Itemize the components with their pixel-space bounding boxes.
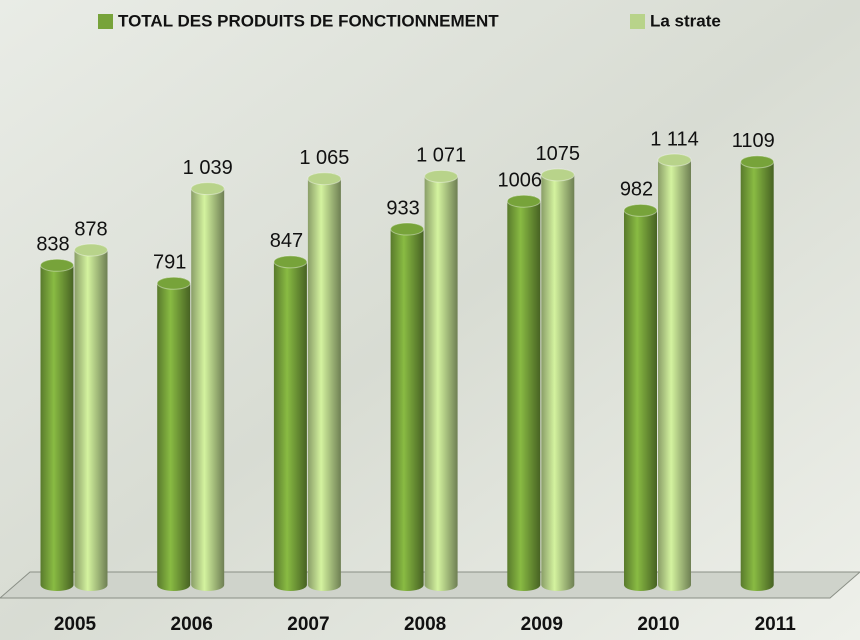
bar <box>658 154 691 591</box>
bar <box>74 244 108 591</box>
bar-top <box>190 182 225 196</box>
bar-top <box>623 203 658 217</box>
data-label: 1 114 <box>650 128 699 150</box>
bar-top <box>273 255 308 269</box>
bar <box>740 155 774 591</box>
legend-label: La strate <box>650 11 721 30</box>
data-label: 838 <box>36 234 69 256</box>
bar-top <box>307 172 342 186</box>
legend-swatch <box>630 14 645 29</box>
data-label: 1109 <box>732 130 775 152</box>
data-label: 791 <box>153 252 186 274</box>
bar <box>507 195 541 591</box>
bar <box>191 182 225 591</box>
legend-swatch <box>98 14 113 29</box>
data-label: 1 039 <box>183 157 233 179</box>
x-tick-label: 2011 <box>755 614 797 635</box>
bar <box>541 168 575 591</box>
data-label: 1075 <box>536 143 581 165</box>
data-label: 1006 <box>498 169 543 191</box>
bar <box>40 259 74 591</box>
x-tick-label: 2006 <box>171 614 213 635</box>
data-label: 933 <box>386 197 419 219</box>
data-label: 982 <box>620 179 653 201</box>
data-label: 878 <box>74 218 107 240</box>
data-label: 1 071 <box>416 145 466 167</box>
bar <box>390 223 424 591</box>
x-tick-label: 2010 <box>637 614 679 635</box>
bar <box>307 172 341 591</box>
bar-top <box>506 194 541 208</box>
bar <box>424 170 458 591</box>
legend-label: TOTAL DES PRODUITS DE FONCTIONNEMENT <box>118 11 499 30</box>
bar-top <box>740 155 775 169</box>
legend: TOTAL DES PRODUITS DE FONCTIONNEMENT La … <box>98 11 721 30</box>
bar-top <box>390 222 425 236</box>
bar <box>273 255 307 591</box>
data-label: 847 <box>270 230 303 252</box>
bar-top <box>40 258 74 272</box>
data-label: 1 065 <box>299 147 349 169</box>
bar-top <box>424 169 459 183</box>
bar <box>157 277 191 591</box>
bar-top <box>74 243 108 257</box>
x-tick-label: 2005 <box>54 614 97 635</box>
bar-top <box>657 153 692 167</box>
bar-top <box>540 168 575 182</box>
x-tick-label: 2008 <box>404 614 446 635</box>
x-tick-label: 2007 <box>287 614 329 635</box>
bar-top <box>156 276 191 290</box>
bar <box>624 204 658 591</box>
x-tick-label: 2009 <box>521 614 563 635</box>
